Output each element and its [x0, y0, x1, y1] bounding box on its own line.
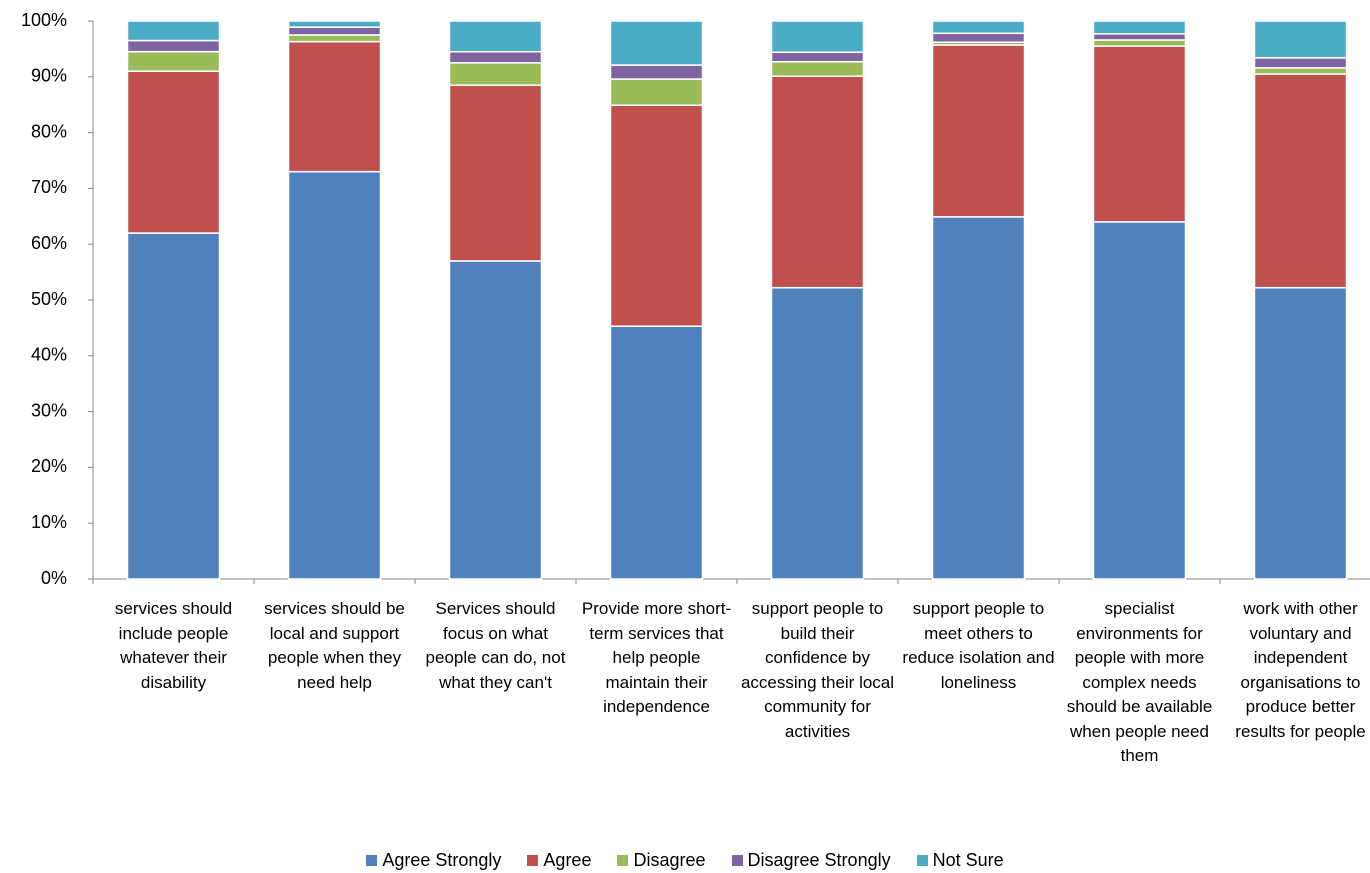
bar-segment	[609, 78, 704, 107]
y-tick-label: 70%	[31, 177, 67, 197]
legend-label: Disagree Strongly	[747, 850, 891, 870]
bar-segment	[609, 104, 704, 327]
legend-swatch	[366, 855, 378, 866]
bar-segment	[126, 50, 221, 72]
bar-segment	[287, 26, 382, 36]
y-tick-label: 20%	[31, 456, 67, 476]
x-tick-label: specialist environments for people with …	[1066, 599, 1213, 765]
bar-segment	[126, 20, 221, 42]
y-tick-label: 60%	[31, 233, 67, 253]
bar-segment	[287, 170, 382, 580]
x-tick-label: Provide more short-term services that he…	[581, 599, 732, 716]
bar-segment	[770, 60, 865, 77]
legend-item: Disagree	[617, 850, 706, 871]
bar-segment	[126, 232, 221, 580]
bar-segment	[931, 32, 1026, 43]
bar-segment	[1253, 73, 1348, 289]
x-tick-label: support people to meet others to reduce …	[902, 599, 1055, 692]
bar-segment	[1253, 67, 1348, 75]
legend-label: Disagree	[633, 850, 706, 870]
legend-item: Disagree Strongly	[731, 850, 891, 871]
legend-swatch	[916, 855, 928, 866]
bar-segment	[1253, 20, 1348, 59]
bar-segment	[1253, 286, 1348, 580]
bar-segment	[287, 34, 382, 43]
bar-segment	[287, 40, 382, 173]
bar-segment	[448, 20, 543, 53]
bar-segment	[931, 20, 1026, 35]
x-tick-label: services should be local and support peo…	[264, 599, 405, 692]
y-tick-label: 80%	[31, 121, 67, 141]
legend-swatch	[731, 855, 743, 866]
legend-label: Agree Strongly	[382, 850, 502, 870]
legend-item: Not Sure	[916, 850, 1004, 871]
y-tick-label: 90%	[31, 66, 67, 86]
bar-segment	[770, 286, 865, 580]
y-tick-label: 10%	[31, 512, 67, 532]
bar-segment	[770, 20, 865, 53]
bar-segment	[1092, 33, 1187, 41]
y-tick-label: 30%	[31, 400, 67, 420]
bar-segment	[931, 44, 1026, 218]
legend-label: Agree	[543, 850, 592, 870]
bar-segment	[770, 75, 865, 289]
bar-segment	[448, 62, 543, 86]
legend-item: Agree Strongly	[366, 850, 501, 871]
legend-swatch	[527, 855, 539, 866]
bar-segment	[287, 20, 382, 28]
y-tick-label: 0%	[41, 568, 67, 588]
y-tick-label: 100%	[21, 10, 67, 30]
bar-segment	[609, 20, 704, 66]
bar-segment	[126, 39, 221, 53]
bar-segment	[448, 260, 543, 580]
legend-swatch	[617, 855, 629, 866]
bar-segment	[1092, 39, 1187, 47]
x-tick-label: services should include people whatever …	[114, 599, 233, 692]
y-tick-label: 40%	[31, 345, 67, 365]
bar-segment	[1092, 45, 1187, 223]
bar-segment	[448, 50, 543, 64]
x-tick-label: Services should focus on what people can…	[425, 599, 566, 692]
bar-segment	[448, 84, 543, 262]
legend-label: Not Sure	[932, 850, 1004, 870]
bar-segment	[609, 325, 704, 580]
bar-segment	[1253, 57, 1348, 69]
bar-segment	[931, 216, 1026, 580]
y-tick-label: 50%	[31, 289, 67, 309]
bar-segment	[126, 70, 221, 234]
x-tick-label: work with other voluntary and independen…	[1235, 599, 1366, 741]
bar-segment	[609, 64, 704, 80]
bar-segment	[770, 51, 865, 63]
bar-segment	[1092, 20, 1187, 35]
legend-item: Agree	[527, 850, 591, 871]
x-tick-label: support people to build their confidence…	[740, 599, 895, 741]
bar-segment	[1092, 221, 1187, 580]
legend: Agree Strongly Agree Disagree Disagree Stro…	[0, 850, 1370, 871]
